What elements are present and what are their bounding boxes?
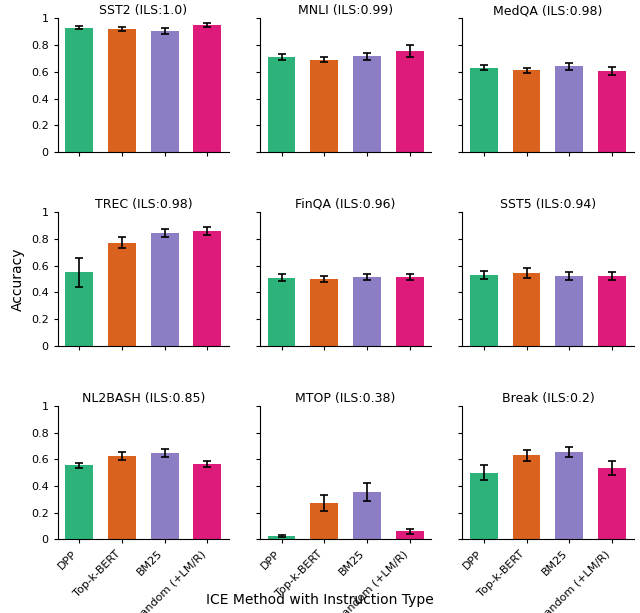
Title: SST5 (ILS:0.94): SST5 (ILS:0.94) [500, 198, 596, 211]
Text: ICE Method with Instruction Type: ICE Method with Instruction Type [206, 593, 434, 607]
Bar [65, 28, 93, 152]
Bar [108, 243, 136, 346]
Title: MedQA (ILS:0.98): MedQA (ILS:0.98) [493, 4, 603, 17]
Title: TREC (ILS:0.98): TREC (ILS:0.98) [95, 198, 192, 211]
Bar [470, 275, 498, 346]
Y-axis label: Accuracy: Accuracy [12, 247, 25, 311]
Title: FinQA (ILS:0.96): FinQA (ILS:0.96) [296, 198, 396, 211]
Bar [310, 279, 338, 346]
Title: NL2BASH (ILS:0.85): NL2BASH (ILS:0.85) [82, 392, 205, 405]
Bar [151, 233, 179, 346]
Bar [353, 492, 381, 539]
Bar [151, 453, 179, 539]
Bar [556, 452, 583, 539]
Title: Break (ILS:0.2): Break (ILS:0.2) [502, 392, 595, 405]
Bar [396, 531, 424, 539]
Bar [513, 70, 540, 152]
Bar [65, 272, 93, 346]
Bar [268, 278, 296, 346]
Bar [353, 277, 381, 346]
Bar [268, 536, 296, 539]
Bar [151, 31, 179, 152]
Bar [598, 71, 626, 152]
Bar [556, 66, 583, 152]
Bar [193, 464, 221, 539]
Bar [470, 473, 498, 539]
Bar [556, 276, 583, 346]
Bar [598, 468, 626, 539]
Bar [470, 68, 498, 152]
Bar [193, 25, 221, 152]
Bar [513, 455, 540, 539]
Bar [65, 465, 93, 539]
Bar [396, 277, 424, 346]
Bar [396, 51, 424, 152]
Bar [108, 456, 136, 539]
Title: MTOP (ILS:0.38): MTOP (ILS:0.38) [296, 392, 396, 405]
Title: MNLI (ILS:0.99): MNLI (ILS:0.99) [298, 4, 393, 17]
Bar [268, 57, 296, 152]
Bar [598, 276, 626, 346]
Bar [108, 29, 136, 152]
Bar [513, 273, 540, 346]
Bar [310, 503, 338, 539]
Bar [353, 56, 381, 152]
Title: SST2 (ILS:1.0): SST2 (ILS:1.0) [99, 4, 188, 17]
Bar [310, 60, 338, 152]
Bar [193, 232, 221, 346]
